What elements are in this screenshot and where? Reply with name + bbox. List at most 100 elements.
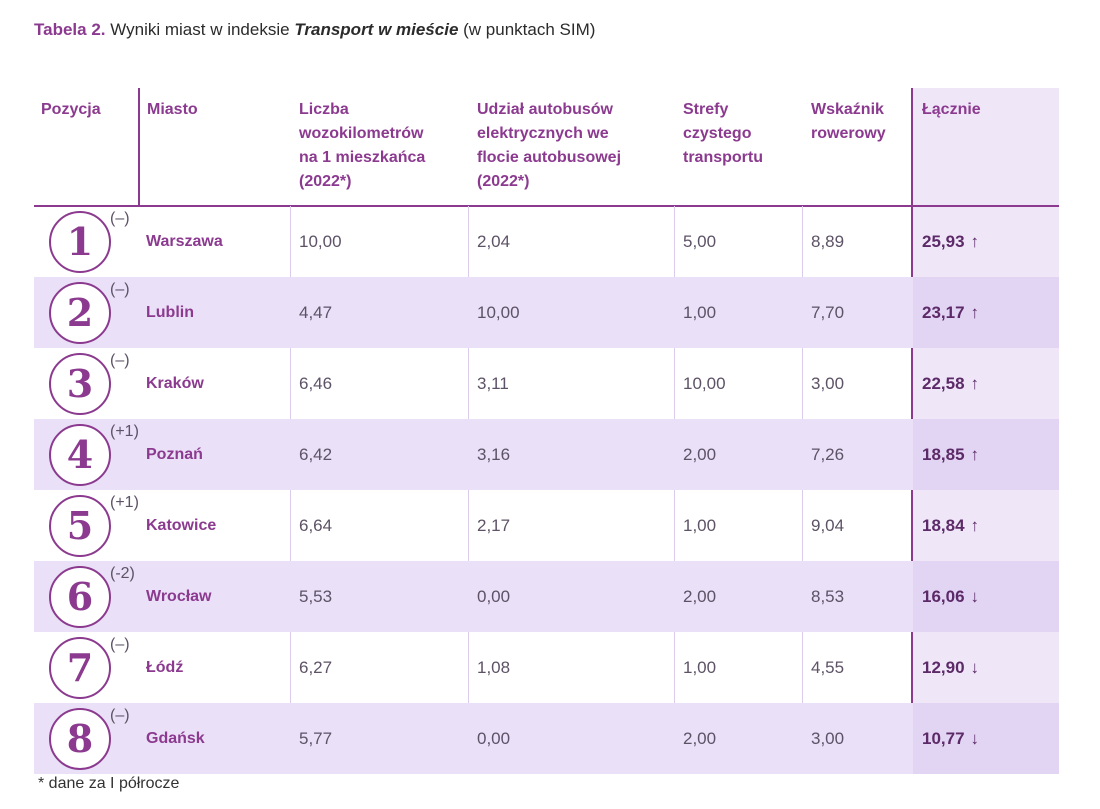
clean-zones-value: 1,00	[683, 516, 717, 535]
total-value: 23,17	[922, 303, 965, 322]
trend-arrow-icon: ↓	[970, 658, 980, 677]
trend-arrow-icon: ↓	[970, 729, 980, 748]
rank-badge: 2	[49, 282, 111, 344]
rank-change: (–)	[110, 281, 130, 298]
electric-buses-value: 10,00	[477, 303, 520, 322]
column-separator	[674, 206, 675, 774]
bike-index-value: 3,00	[811, 729, 845, 748]
caption-text: Wyniki miast w indeksie	[110, 20, 290, 39]
bike-index-value: 7,26	[811, 445, 845, 464]
total-value: 18,84	[922, 516, 965, 535]
table-row: 16,06 ↓ 6 (-2) Wrocław 5,53 0,00 2,00 8,53	[34, 561, 1059, 632]
trend-arrow-icon: ↓	[970, 587, 980, 606]
vehicle-km-value: 5,77	[299, 729, 333, 748]
bike-index-value: 8,53	[811, 587, 845, 606]
trend-arrow-icon: ↑	[970, 303, 980, 322]
total-value: 16,06	[922, 587, 965, 606]
total-cell: 12,90 ↓	[913, 632, 1059, 703]
total-value: 22,58	[922, 374, 965, 393]
city-name: Gdańsk	[146, 730, 205, 747]
electric-buses-value: 1,08	[477, 658, 511, 677]
electric-buses-value: 0,00	[477, 729, 511, 748]
rank-change: (-2)	[110, 565, 135, 582]
header-position: Pozycja	[41, 101, 101, 118]
column-separator	[802, 206, 803, 774]
vehicle-km-value: 4,47	[299, 303, 333, 322]
total-value: 12,90	[922, 658, 965, 677]
total-value: 18,85	[922, 445, 965, 464]
city-name: Warszawa	[146, 233, 223, 250]
electric-buses-value: 2,17	[477, 516, 511, 535]
total-cell: 18,84 ↑	[913, 490, 1059, 561]
clean-zones-value: 2,00	[683, 445, 717, 464]
table-caption: Tabela 2. Wyniki miast w indeksie Transp…	[34, 20, 595, 40]
bike-index-value: 3,00	[811, 374, 845, 393]
rank-badge: 6	[49, 566, 111, 628]
rank-badge: 4	[49, 424, 111, 486]
table-row: 18,84 ↑ 5 (+1) Katowice 6,64 2,17 1,00 9,04	[34, 490, 1059, 561]
total-cell: 22,58 ↑	[913, 348, 1059, 419]
vehicle-km-value: 6,64	[299, 516, 333, 535]
rank-badge: 7	[49, 637, 111, 699]
bike-index-value: 9,04	[811, 516, 845, 535]
table-row: 10,77 ↓ 8 (–) Gdańsk 5,77 0,00 2,00 3,00	[34, 703, 1059, 774]
electric-buses-value: 2,04	[477, 232, 511, 251]
clean-zones-value: 2,00	[683, 729, 717, 748]
header-rule	[34, 205, 1059, 207]
city-name: Łódź	[146, 659, 184, 676]
trend-arrow-icon: ↑	[970, 445, 980, 464]
clean-zones-value: 5,00	[683, 232, 717, 251]
bike-index-value: 8,89	[811, 232, 845, 251]
caption-label: Tabela 2.	[34, 20, 106, 39]
header-bike-index: Wskaźnik rowerowy	[811, 101, 886, 142]
city-name: Katowice	[146, 517, 217, 534]
rank-badge: 3	[49, 353, 111, 415]
total-cell: 23,17 ↑	[913, 277, 1059, 348]
column-separator	[290, 206, 291, 774]
header-city: Miasto	[147, 101, 198, 118]
caption-italic: Transport w mieście	[294, 20, 459, 39]
electric-buses-value: 3,16	[477, 445, 511, 464]
clean-zones-value: 10,00	[683, 374, 726, 393]
clean-zones-value: 1,00	[683, 658, 717, 677]
header-clean-zones: Strefy czystego transportu	[683, 101, 763, 166]
header-divider	[138, 88, 140, 205]
rank-change: (–)	[110, 210, 130, 227]
bike-index-value: 4,55	[811, 658, 845, 677]
vehicle-km-value: 10,00	[299, 232, 342, 251]
footnote: * dane za I półrocze	[38, 775, 180, 792]
trend-arrow-icon: ↑	[970, 374, 980, 393]
clean-zones-value: 2,00	[683, 587, 717, 606]
table-row: 22,58 ↑ 3 (–) Kraków 6,46 3,11 10,00 3,00	[34, 348, 1059, 419]
electric-buses-value: 0,00	[477, 587, 511, 606]
total-cell: 10,77 ↓	[913, 703, 1059, 774]
trend-arrow-icon: ↑	[970, 232, 980, 251]
trend-arrow-icon: ↑	[970, 516, 980, 535]
clean-zones-value: 1,00	[683, 303, 717, 322]
table-row: 12,90 ↓ 7 (–) Łódź 6,27 1,08 1,00 4,55	[34, 632, 1059, 703]
table-row: 25,93 ↑ 1 (–) Warszawa 10,00 2,04 5,00 8,89	[34, 206, 1059, 277]
rank-change: (–)	[110, 352, 130, 369]
city-name: Wrocław	[146, 588, 212, 605]
vehicle-km-value: 6,42	[299, 445, 333, 464]
total-cell: 18,85 ↑	[913, 419, 1059, 490]
column-separator	[468, 206, 469, 774]
city-name: Lublin	[146, 304, 194, 321]
rank-change: (+1)	[110, 423, 139, 440]
total-value: 10,77	[922, 729, 965, 748]
total-value: 25,93	[922, 232, 965, 251]
table-row: 18,85 ↑ 4 (+1) Poznań 6,42 3,16 2,00 7,26	[34, 419, 1059, 490]
caption-unit: (w punktach SIM)	[463, 20, 596, 39]
electric-buses-value: 3,11	[477, 374, 509, 393]
vehicle-km-value: 6,27	[299, 658, 333, 677]
total-cell: 25,93 ↑	[913, 206, 1059, 277]
header-vehicle-km: Liczba wozokilometrów na 1 mieszkańca (2…	[299, 101, 426, 190]
table-row: 23,17 ↑ 2 (–) Lublin 4,47 10,00 1,00 7,70	[34, 277, 1059, 348]
header-electric-buses: Udział autobusów elektrycznych we flocie…	[477, 101, 622, 190]
rank-change: (–)	[110, 707, 130, 724]
vehicle-km-value: 6,46	[299, 374, 333, 393]
vehicle-km-value: 5,53	[299, 587, 333, 606]
rank-badge: 1	[49, 211, 111, 273]
bike-index-value: 7,70	[811, 303, 845, 322]
rank-change: (+1)	[110, 494, 139, 511]
